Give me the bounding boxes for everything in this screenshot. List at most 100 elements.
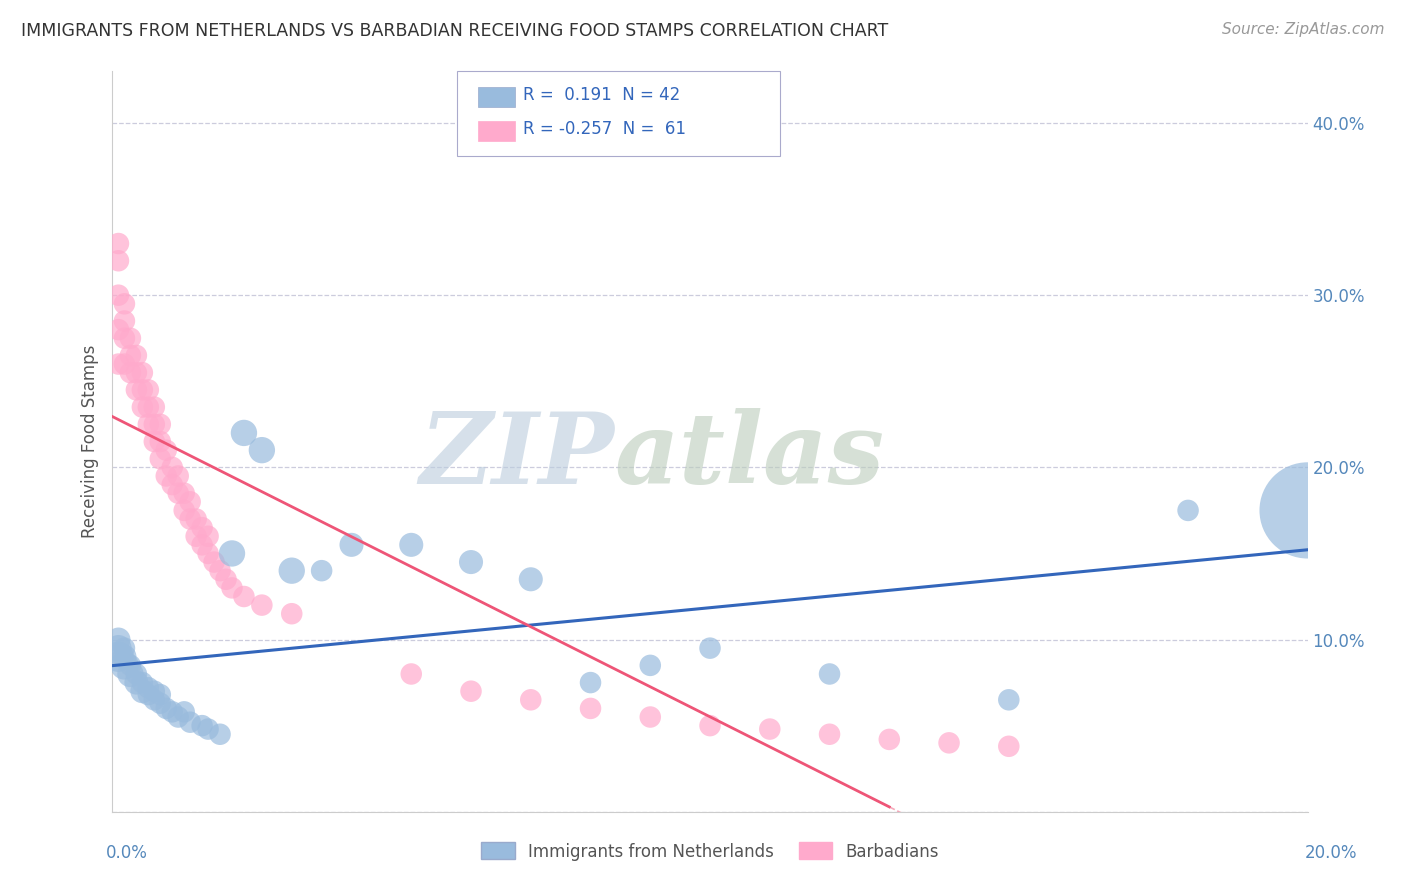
Point xyxy=(120,366,142,380)
Point xyxy=(120,658,142,673)
Point xyxy=(107,288,129,302)
Point xyxy=(125,348,148,362)
Text: R = -0.257  N =  61: R = -0.257 N = 61 xyxy=(523,120,686,138)
Point xyxy=(401,538,423,552)
Point xyxy=(120,667,142,681)
Point xyxy=(155,701,177,715)
Text: R =  0.191  N = 42: R = 0.191 N = 42 xyxy=(523,87,681,104)
Point xyxy=(281,564,304,578)
Point xyxy=(186,529,208,543)
Point xyxy=(998,739,1021,754)
Point xyxy=(221,581,243,595)
Text: IMMIGRANTS FROM NETHERLANDS VS BARBADIAN RECEIVING FOOD STAMPS CORRELATION CHART: IMMIGRANTS FROM NETHERLANDS VS BARBADIAN… xyxy=(21,22,889,40)
Point xyxy=(138,681,160,695)
Point xyxy=(173,503,195,517)
Point xyxy=(640,658,662,673)
Point xyxy=(879,732,901,747)
Point xyxy=(149,688,172,702)
Point xyxy=(759,722,782,736)
Point xyxy=(138,417,160,432)
Legend: Immigrants from Netherlands, Barbadians: Immigrants from Netherlands, Barbadians xyxy=(474,836,946,867)
Point xyxy=(138,400,160,414)
Y-axis label: Receiving Food Stamps: Receiving Food Stamps xyxy=(82,345,100,538)
Point xyxy=(998,693,1021,707)
Point xyxy=(143,684,166,698)
Text: atlas: atlas xyxy=(614,409,884,505)
Point xyxy=(401,667,423,681)
Point xyxy=(179,495,201,509)
Point xyxy=(197,546,219,560)
Point xyxy=(209,564,232,578)
Point xyxy=(460,555,482,569)
Point xyxy=(250,443,273,458)
Point xyxy=(191,521,214,535)
Point xyxy=(143,434,166,449)
Point xyxy=(131,366,153,380)
Point xyxy=(340,538,363,552)
Point xyxy=(179,512,201,526)
Point xyxy=(120,331,142,345)
Point xyxy=(107,357,129,371)
Point xyxy=(699,718,721,732)
Point xyxy=(215,572,238,586)
Point xyxy=(938,736,960,750)
Point xyxy=(131,400,153,414)
Point xyxy=(114,649,135,664)
Point xyxy=(149,696,172,710)
Point xyxy=(202,555,225,569)
Point xyxy=(179,715,201,730)
Point xyxy=(138,688,160,702)
Point xyxy=(149,434,172,449)
Point xyxy=(579,701,602,715)
Point xyxy=(120,348,142,362)
Point xyxy=(107,236,129,251)
Point xyxy=(167,710,190,724)
Point xyxy=(191,538,214,552)
Point xyxy=(149,451,172,466)
Point xyxy=(173,705,195,719)
Point xyxy=(131,383,153,397)
Point xyxy=(191,718,214,732)
Point xyxy=(640,710,662,724)
Point xyxy=(155,443,177,458)
Point xyxy=(125,366,148,380)
Point xyxy=(173,486,195,500)
Point xyxy=(162,705,183,719)
Text: 0.0%: 0.0% xyxy=(105,844,148,862)
Point xyxy=(579,675,602,690)
Point xyxy=(149,417,172,432)
Point xyxy=(107,641,129,656)
Point xyxy=(114,658,135,673)
Point xyxy=(520,572,543,586)
Point xyxy=(281,607,304,621)
Text: ZIP: ZIP xyxy=(419,409,614,505)
Point xyxy=(520,693,543,707)
Point xyxy=(233,425,256,440)
Point xyxy=(197,722,219,736)
Point xyxy=(143,400,166,414)
Point xyxy=(1177,503,1199,517)
Point xyxy=(155,469,177,483)
Point xyxy=(114,314,135,328)
Point xyxy=(114,641,135,656)
Point xyxy=(699,641,721,656)
Point xyxy=(138,383,160,397)
Point xyxy=(107,649,129,664)
Point xyxy=(460,684,482,698)
Point xyxy=(197,529,219,543)
Point xyxy=(818,727,841,741)
Text: 20.0%: 20.0% xyxy=(1305,844,1357,862)
Point xyxy=(114,331,135,345)
Point xyxy=(1296,503,1319,517)
Point xyxy=(233,590,256,604)
Point xyxy=(818,667,841,681)
Point xyxy=(143,417,166,432)
Point xyxy=(186,512,208,526)
Point xyxy=(221,546,243,560)
Point xyxy=(107,632,129,647)
Point xyxy=(114,357,135,371)
Point xyxy=(167,469,190,483)
Point xyxy=(162,460,183,475)
Point xyxy=(125,383,148,397)
Text: Source: ZipAtlas.com: Source: ZipAtlas.com xyxy=(1222,22,1385,37)
